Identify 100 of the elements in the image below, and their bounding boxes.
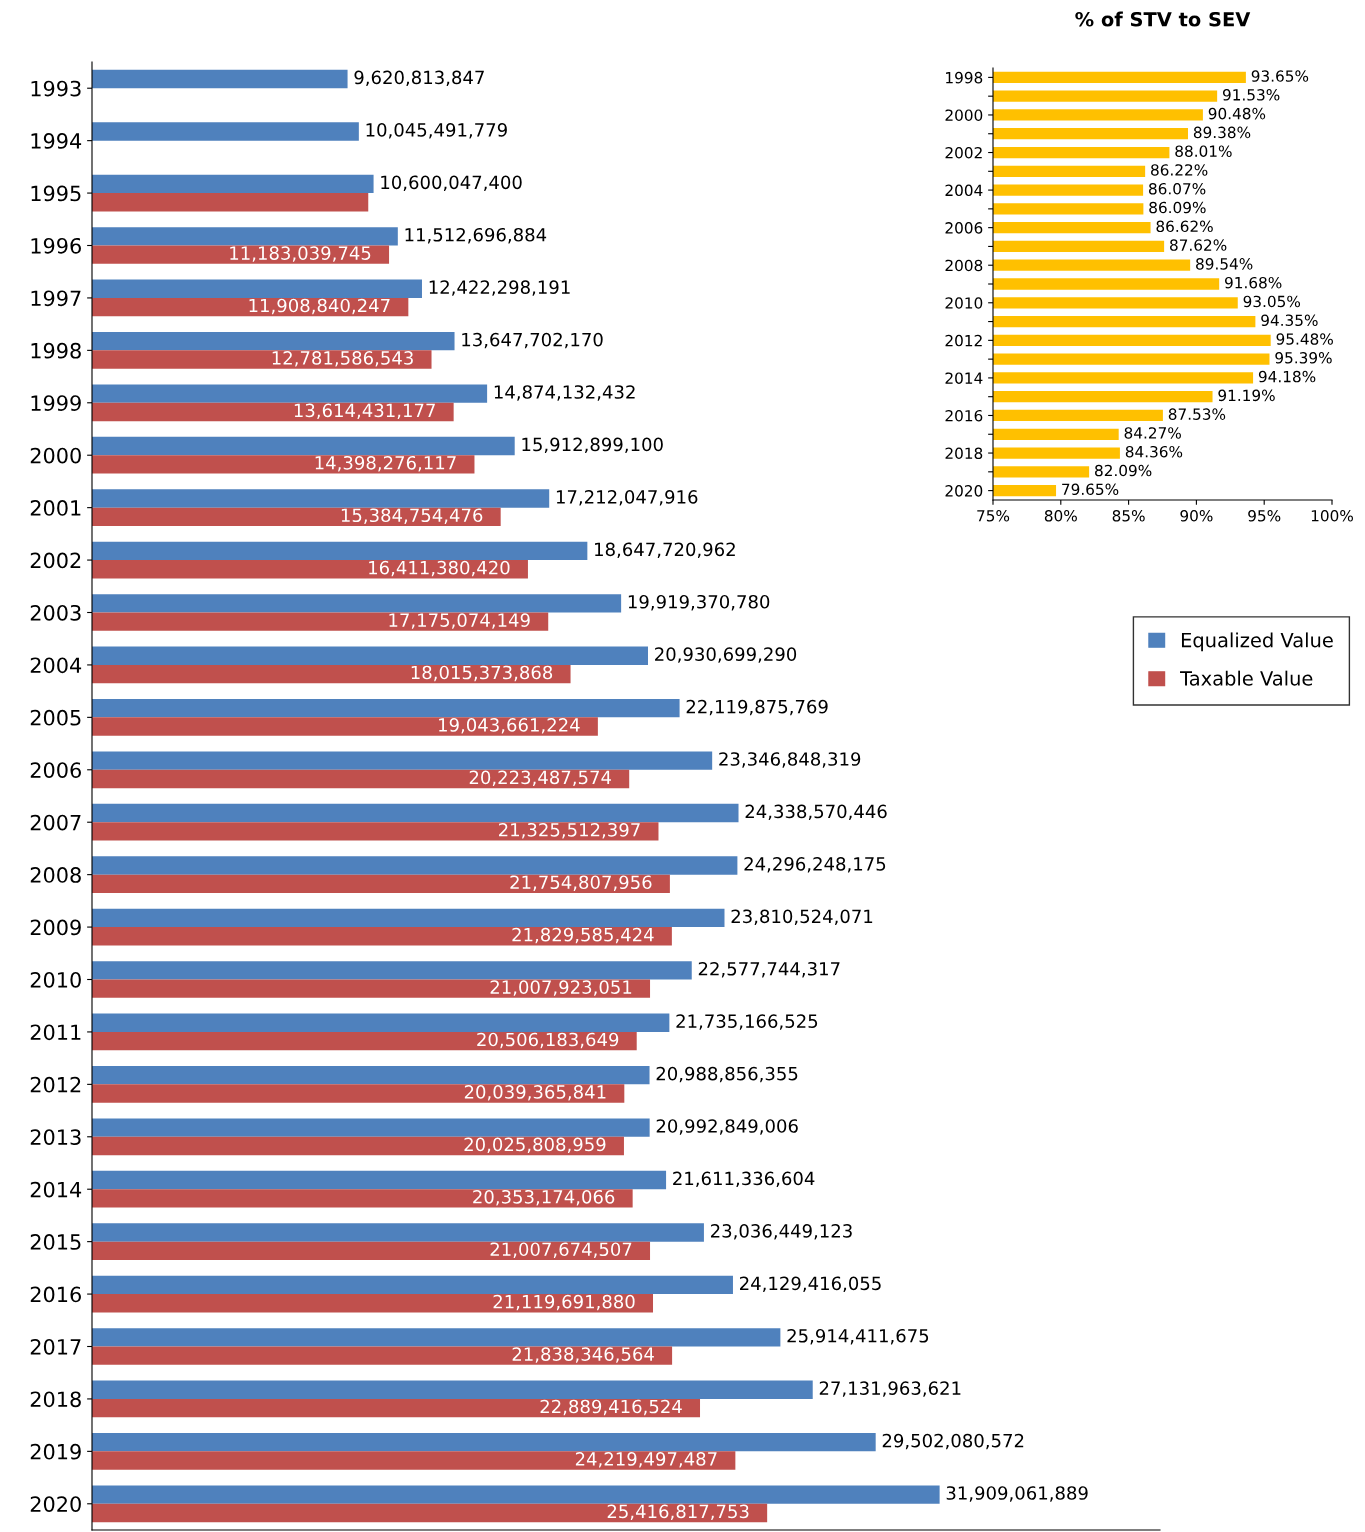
data-label: 21,007,923,051 — [490, 980, 632, 996]
bar — [92, 1346, 673, 1365]
data-label: 11,908,840,247 — [249, 298, 390, 315]
bar — [92, 1013, 670, 1032]
bar — [92, 803, 739, 823]
data-label: 18,647,720,962 — [595, 542, 735, 558]
y-tick-label: 1998 — [946, 71, 983, 84]
y-tick-label: 2018 — [945, 447, 983, 460]
data-label: 84.36% — [1125, 445, 1183, 458]
bar — [92, 822, 659, 841]
x-tick-label: 85% — [1112, 509, 1145, 522]
x-tick-label: 75% — [977, 509, 1010, 522]
x-tick-label: 100% — [1311, 509, 1353, 522]
bar — [92, 1189, 633, 1208]
data-label: 21,325,512,397 — [499, 822, 640, 839]
data-label: 24,219,497,487 — [575, 1452, 717, 1468]
y-tick-label: 1997 — [31, 290, 81, 307]
y-tick-label: 2017 — [30, 1338, 81, 1355]
data-label: 21,611,336,604 — [673, 1171, 815, 1188]
bar — [92, 384, 488, 403]
data-label: 94.18% — [1258, 370, 1316, 383]
data-label: 87.62% — [1170, 239, 1227, 251]
y-tick-label: 2001 — [30, 500, 81, 516]
data-label: 24,338,570,446 — [745, 804, 887, 821]
bar — [92, 489, 550, 508]
data-label: 21,735,166,525 — [676, 1014, 818, 1030]
data-label: 86.09% — [1149, 201, 1206, 214]
data-label: 90.48% — [1208, 107, 1266, 120]
data-label: 16,411,380,420 — [369, 560, 510, 577]
data-label: 12,422,298,191 — [429, 280, 570, 296]
bar — [92, 908, 725, 928]
data-label: 17,212,047,916 — [556, 490, 698, 506]
data-label: 19,043,661,224 — [439, 718, 580, 734]
data-label: 24,129,416,055 — [740, 1276, 881, 1292]
y-tick-label: 2012 — [30, 1076, 81, 1093]
y-tick-label: 2008 — [945, 259, 983, 272]
y-tick-label: 1993 — [31, 80, 81, 97]
bar — [92, 1136, 624, 1156]
y-tick-label: 2003 — [30, 604, 81, 621]
bar — [92, 1503, 768, 1523]
data-label: 21,838,346,564 — [512, 1347, 654, 1363]
data-label: 18,015,373,868 — [411, 665, 553, 682]
data-label: 11,183,039,745 — [230, 246, 371, 262]
data-label: 15,384,754,476 — [341, 508, 483, 524]
bar — [92, 1223, 704, 1242]
data-label: 21,119,691,880 — [493, 1294, 635, 1311]
bar — [92, 350, 432, 369]
data-label: 23,036,449,123 — [710, 1224, 852, 1240]
data-label: 95.39% — [1275, 352, 1332, 364]
data-label: 88.01% — [1175, 145, 1232, 157]
y-tick-label: 2014 — [945, 372, 983, 384]
y-tick-label: 2004 — [30, 657, 82, 674]
data-label: 91.19% — [1218, 389, 1275, 402]
bar — [92, 856, 738, 875]
bar — [92, 1118, 650, 1137]
data-label: 22,577,744,317 — [698, 961, 840, 978]
bar — [92, 402, 454, 422]
bar — [92, 1031, 637, 1051]
bar — [92, 1485, 940, 1504]
data-label: 9,620,813,847 — [354, 70, 484, 87]
bar — [92, 751, 713, 770]
bar — [92, 717, 598, 736]
bar — [92, 646, 648, 665]
data-label: 20,039,365,841 — [464, 1085, 606, 1101]
data-label: 29,502,080,572 — [882, 1433, 1024, 1450]
data-label: 93.65% — [1251, 70, 1309, 82]
data-label: 86.22% — [1151, 164, 1208, 176]
data-label: 86.62% — [1156, 220, 1213, 233]
bar — [92, 1275, 733, 1295]
bar — [92, 1066, 650, 1085]
bar — [92, 1380, 813, 1399]
data-label: 14,398,276,117 — [315, 455, 456, 472]
data-label: 91.53% — [1222, 89, 1280, 101]
bar — [92, 455, 475, 474]
data-label: 14,874,132,432 — [494, 385, 635, 401]
bar — [92, 279, 422, 298]
data-label: 20,025,808,959 — [464, 1137, 606, 1154]
data-label: 20,930,699,290 — [655, 647, 797, 663]
data-label: 95.48% — [1276, 333, 1333, 345]
y-tick-label: 2006 — [30, 762, 81, 778]
data-label: 20,988,856,355 — [656, 1066, 798, 1083]
bar — [92, 245, 390, 264]
bar — [92, 227, 398, 246]
y-tick-label: 2009 — [30, 919, 81, 936]
x-tick-label: 90% — [1180, 509, 1213, 522]
bar — [92, 1433, 876, 1452]
data-label: 10,600,047,400 — [381, 175, 522, 191]
data-label: 89.38% — [1193, 126, 1251, 139]
data-label: 94.35% — [1261, 314, 1318, 326]
bar — [92, 664, 571, 684]
bar — [92, 769, 630, 789]
data-label: 15,912,899,100 — [522, 437, 663, 454]
y-tick-label: 1994 — [31, 133, 82, 149]
bar — [92, 69, 348, 89]
data-label: 20,353,174,066 — [473, 1189, 615, 1206]
data-label: 22,119,875,769 — [686, 699, 828, 716]
bar — [92, 699, 680, 718]
y-tick-label: 2013 — [30, 1129, 81, 1145]
data-label: 24,296,248,175 — [744, 857, 886, 873]
y-tick-label: 2008 — [30, 867, 81, 883]
